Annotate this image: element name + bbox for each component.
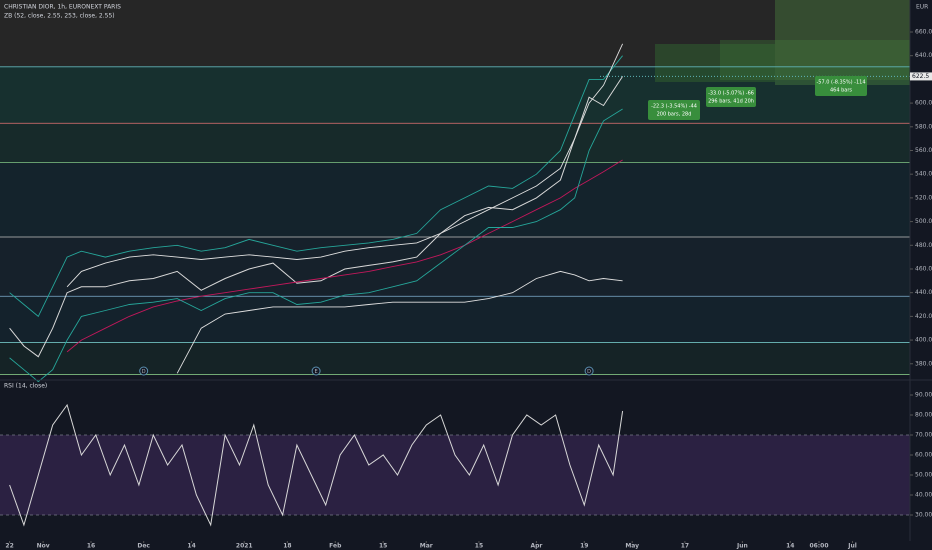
series-line (9, 55, 623, 318)
series-line (66, 159, 623, 353)
y-tick-label: 460.0 (915, 265, 932, 272)
y-tick-label: 440.0 (915, 289, 932, 296)
y-tick-label: 400.0 (915, 337, 932, 344)
x-tick-label: 15 (475, 543, 483, 550)
event-marker (311, 366, 321, 376)
y-tick-label: 80.00 (915, 412, 932, 419)
x-tick-label: 22 (5, 543, 13, 550)
annotation: -33.0 (-5.07%) -66 (708, 91, 754, 97)
x-tick-label: 15 (379, 543, 387, 550)
x-tick-label: Dec (137, 543, 150, 550)
annotation: -57.0 (-8.35%) -114 (816, 80, 865, 86)
zone (0, 342, 910, 375)
zones (0, 0, 910, 515)
zone (0, 162, 910, 237)
y-tick-label: 380.0 (915, 360, 932, 367)
x-tick-label: Jun (736, 543, 748, 550)
y-tick-label: 50.00 (915, 472, 932, 479)
y-tick-label: 580.0 (915, 123, 932, 130)
annotation-box (815, 76, 867, 96)
x-tick-label: 17 (681, 543, 689, 550)
x-tick-label: 19 (580, 543, 588, 550)
y-tick-label: 520.0 (915, 194, 932, 201)
y-tick-label: 30.00 (915, 512, 932, 519)
x-tick-label: Apr (530, 543, 542, 550)
zone (0, 296, 910, 343)
annotation: 296 bars, 41d 20h (708, 99, 754, 105)
event-marker (584, 366, 594, 376)
annotation-box (706, 87, 756, 107)
series-line (176, 270, 623, 374)
y-tick-label: 40.00 (915, 492, 932, 499)
series-line (66, 43, 624, 288)
x-tick-label: Jul (847, 543, 857, 550)
y-tick-label: 70.00 (915, 432, 932, 439)
x-tick-label: 18 (283, 543, 291, 550)
last-price-label: 622.5 (912, 73, 929, 80)
x-tick-label: 16 (87, 543, 95, 550)
annotation: -22.3 (-3.54%) -44 (651, 104, 697, 110)
y-tick-label: 60.00 (915, 452, 932, 459)
x-tick-label: Feb (329, 543, 342, 550)
series-line (9, 76, 624, 358)
projection-box (775, 0, 910, 85)
event-label: D (587, 369, 591, 375)
y-tick-label: 420.0 (915, 313, 932, 320)
y-tick-label: 560.0 (915, 147, 932, 154)
event-label: E (315, 369, 318, 375)
y-tick-label: 540.0 (915, 171, 932, 178)
annotation: 200 bars, 28d (657, 112, 692, 118)
event-marker (139, 366, 149, 376)
y-tick-label: 640.0 (915, 52, 932, 59)
series-line (9, 108, 623, 383)
x-tick-label: 06:00 (809, 543, 828, 550)
y-tick-label: 480.0 (915, 242, 932, 249)
y-tick-label: 500.0 (915, 218, 932, 225)
chart-title: CHRISTIAN DIOR, 1h, EURONEXT PARIS (4, 4, 121, 11)
y-tick-label: 90.00 (915, 392, 932, 399)
x-tick-label: Mar (420, 543, 433, 550)
zone (0, 123, 910, 163)
x-tick-label: 14 (187, 543, 195, 550)
x-tick-label: 2021 (236, 543, 253, 550)
last-price-box (910, 72, 932, 81)
annotation-box (648, 100, 700, 120)
indicator-label: ZB (52, close, 2.55, 253, close, 2.55) (4, 13, 115, 20)
zone (0, 374, 910, 378)
y-tick-label: 600.0 (915, 100, 932, 107)
zone (0, 236, 910, 297)
event-label: D (142, 369, 146, 375)
x-tick-label: 14 (786, 543, 794, 550)
series-line (9, 403, 624, 527)
rsi-title: RSI (14, close) (4, 383, 47, 390)
rsi-band (0, 435, 910, 515)
projection-box (655, 44, 775, 82)
annotation: 464 bars (830, 88, 852, 94)
y-tick-label: 660.0 (915, 28, 932, 35)
projection-box (720, 40, 910, 80)
x-tick-label: May (625, 543, 639, 550)
x-tick-label: Nov (37, 543, 50, 550)
currency: EUR (916, 4, 928, 11)
